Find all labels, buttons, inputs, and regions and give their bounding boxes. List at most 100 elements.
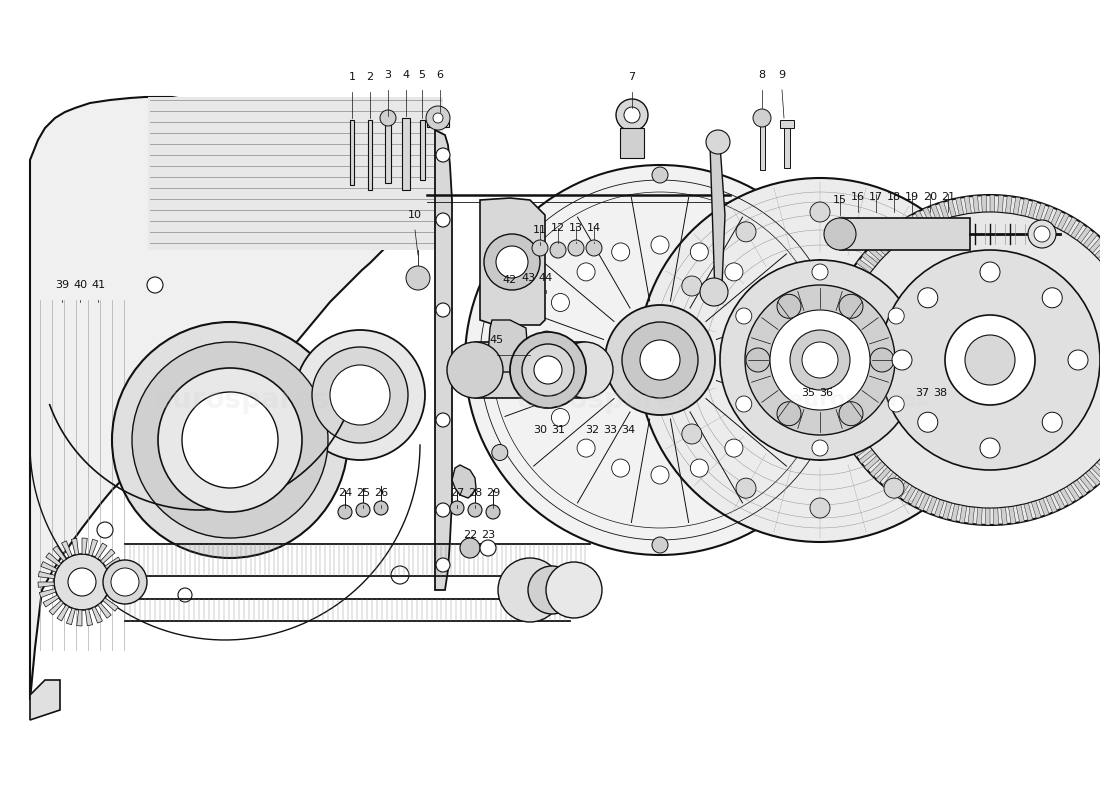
- Circle shape: [557, 342, 613, 398]
- Circle shape: [736, 308, 751, 324]
- Polygon shape: [896, 482, 910, 498]
- Polygon shape: [89, 539, 98, 556]
- Text: eurospares: eurospares: [154, 386, 330, 414]
- Polygon shape: [900, 219, 913, 236]
- Circle shape: [764, 371, 782, 389]
- Circle shape: [662, 350, 682, 370]
- Text: 26: 26: [374, 488, 388, 498]
- Polygon shape: [1057, 213, 1069, 230]
- Polygon shape: [1013, 197, 1021, 214]
- Polygon shape: [926, 497, 937, 514]
- Circle shape: [605, 305, 715, 415]
- Circle shape: [132, 342, 328, 538]
- Circle shape: [682, 424, 702, 444]
- Circle shape: [406, 266, 430, 290]
- Polygon shape: [861, 253, 878, 267]
- Polygon shape: [827, 386, 845, 394]
- Text: 30: 30: [534, 425, 547, 435]
- Polygon shape: [77, 610, 82, 626]
- Circle shape: [750, 294, 769, 311]
- Circle shape: [812, 440, 828, 456]
- Circle shape: [736, 478, 756, 498]
- Polygon shape: [1053, 492, 1065, 509]
- Polygon shape: [952, 504, 959, 522]
- Circle shape: [812, 264, 828, 280]
- Circle shape: [522, 344, 574, 396]
- Polygon shape: [1043, 206, 1054, 223]
- Circle shape: [1028, 220, 1056, 248]
- Text: 10: 10: [408, 210, 422, 220]
- Text: 11: 11: [534, 225, 547, 235]
- Circle shape: [612, 459, 629, 477]
- Polygon shape: [110, 577, 126, 582]
- Polygon shape: [839, 289, 857, 300]
- Text: 6: 6: [437, 70, 443, 80]
- Text: eurospares: eurospares: [788, 390, 928, 410]
- Circle shape: [450, 501, 464, 515]
- Circle shape: [551, 409, 570, 426]
- Circle shape: [436, 413, 450, 427]
- Circle shape: [433, 113, 443, 123]
- Polygon shape: [108, 566, 124, 575]
- Circle shape: [624, 107, 640, 123]
- Circle shape: [736, 396, 751, 412]
- Polygon shape: [452, 465, 476, 498]
- Polygon shape: [825, 363, 843, 369]
- Text: 34: 34: [620, 425, 635, 435]
- Text: 20: 20: [923, 192, 937, 202]
- Text: 19: 19: [905, 192, 920, 202]
- Circle shape: [436, 503, 450, 517]
- Text: 37: 37: [915, 388, 930, 398]
- Text: 3: 3: [385, 70, 392, 80]
- Circle shape: [884, 222, 904, 242]
- Circle shape: [97, 522, 113, 538]
- Polygon shape: [92, 606, 102, 623]
- Polygon shape: [30, 680, 60, 720]
- Circle shape: [612, 243, 629, 261]
- Circle shape: [356, 503, 370, 517]
- Polygon shape: [1050, 210, 1062, 226]
- Text: 2: 2: [366, 72, 374, 82]
- Circle shape: [810, 498, 830, 518]
- Bar: [840, 218, 970, 250]
- Polygon shape: [66, 608, 75, 625]
- Polygon shape: [825, 346, 843, 352]
- Circle shape: [750, 409, 769, 426]
- Polygon shape: [39, 582, 54, 587]
- Polygon shape: [1084, 232, 1098, 248]
- Polygon shape: [57, 605, 69, 621]
- Circle shape: [498, 558, 562, 622]
- Polygon shape: [965, 196, 971, 214]
- Bar: [420, 120, 425, 180]
- Circle shape: [720, 260, 920, 460]
- Circle shape: [374, 501, 388, 515]
- Polygon shape: [95, 543, 107, 559]
- Circle shape: [426, 106, 450, 130]
- Polygon shape: [828, 321, 846, 330]
- Polygon shape: [1077, 226, 1091, 243]
- Circle shape: [436, 213, 450, 227]
- Circle shape: [486, 505, 500, 519]
- Text: 45: 45: [490, 335, 504, 345]
- Polygon shape: [998, 195, 1003, 213]
- Text: 41: 41: [91, 280, 106, 290]
- Text: 43: 43: [521, 273, 535, 283]
- Polygon shape: [1016, 505, 1024, 522]
- Text: eurospares: eurospares: [517, 386, 693, 414]
- Circle shape: [980, 438, 1000, 458]
- Polygon shape: [865, 455, 880, 470]
- Circle shape: [111, 568, 139, 596]
- Circle shape: [550, 242, 566, 258]
- Circle shape: [682, 276, 702, 296]
- Circle shape: [295, 330, 425, 460]
- Polygon shape: [100, 549, 114, 563]
- Polygon shape: [830, 313, 848, 322]
- Polygon shape: [480, 198, 544, 325]
- Polygon shape: [1094, 243, 1100, 258]
- Polygon shape: [488, 320, 528, 372]
- Polygon shape: [931, 204, 942, 222]
- Polygon shape: [859, 450, 874, 464]
- Polygon shape: [475, 342, 585, 398]
- Polygon shape: [977, 507, 982, 525]
- Circle shape: [691, 459, 708, 477]
